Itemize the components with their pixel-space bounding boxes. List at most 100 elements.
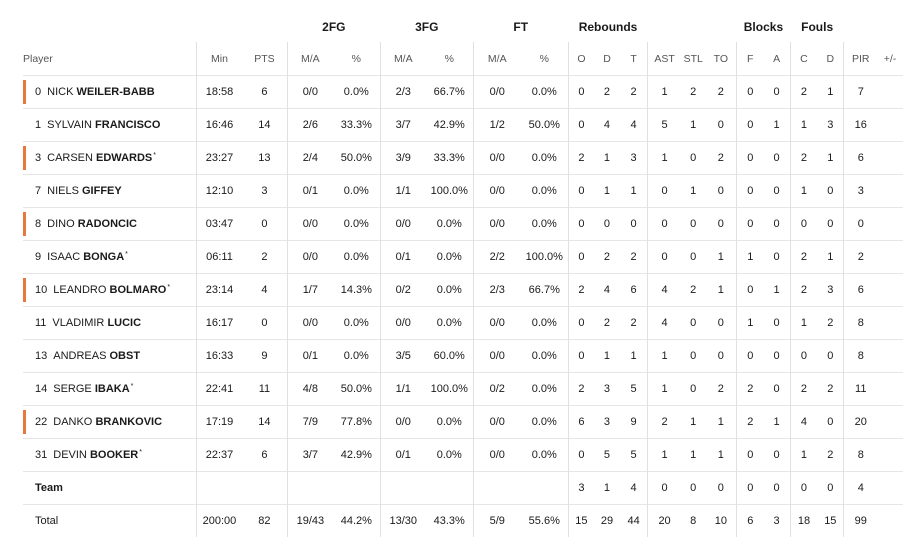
stat-ft-ma: 2/3 [473, 274, 521, 307]
stat-ast: 0 [648, 175, 681, 208]
stat-blk-f: 2 [737, 406, 764, 439]
stat-3fg-pct [426, 472, 474, 505]
stat-blk-a: 0 [763, 241, 790, 274]
stat-foul-c: 2 [790, 274, 817, 307]
stat-min [197, 472, 242, 505]
stat-3fg-ma: 3/5 [380, 340, 425, 373]
stat-reb-o: 2 [568, 373, 594, 406]
stat-reb-o: 2 [568, 142, 594, 175]
stat-foul-c: 18 [790, 505, 817, 537]
stat-reb-o: 0 [568, 340, 594, 373]
stat-ft-ma [473, 472, 521, 505]
group-player [23, 12, 197, 42]
stat-ft-pct: 50.0% [521, 109, 569, 142]
player-last-name[interactable]: BOLMARO [110, 284, 167, 296]
stat-reb-d: 0 [594, 208, 620, 241]
stat-reb-o: 0 [568, 241, 594, 274]
stat-reb-d: 2 [594, 241, 620, 274]
stat-foul-d: 2 [817, 307, 844, 340]
player-last-name[interactable]: RADONCIC [78, 218, 137, 230]
stat-reb-t: 3 [620, 142, 648, 175]
player-last-name[interactable]: BOOKER [90, 449, 138, 461]
stat-2fg-pct: 0.0% [333, 307, 381, 340]
stat-plus-minus [877, 340, 903, 373]
stat-ft-ma: 0/0 [473, 76, 521, 109]
starter-marker [23, 212, 26, 236]
stat-reb-d: 4 [594, 274, 620, 307]
stat-ft-pct: 0.0% [521, 208, 569, 241]
stat-plus-minus [877, 142, 903, 175]
stat-ast: 20 [648, 505, 681, 537]
stat-stl: 8 [681, 505, 706, 537]
stat-plus-minus [877, 307, 903, 340]
player-first-name: VLADIMIR [52, 317, 104, 329]
player-first-name: ANDREAS [53, 350, 106, 362]
stat-pts: 3 [242, 175, 287, 208]
group-blocks: Blocks [737, 12, 791, 42]
stat-plus-minus [877, 109, 903, 142]
player-last-name[interactable]: IBAKA [95, 383, 130, 395]
stat-foul-c: 2 [790, 373, 817, 406]
stat-foul-c: 1 [790, 439, 817, 472]
player-first-name: ISAAC [47, 251, 80, 263]
stat-reb-o: 6 [568, 406, 594, 439]
player-last-name[interactable]: BRANKOVIC [95, 416, 162, 428]
stat-reb-d: 1 [594, 175, 620, 208]
player-last-name[interactable]: FRANCISCO [95, 119, 160, 131]
group-fouls: Fouls [790, 12, 844, 42]
player-number: 14 [35, 383, 47, 395]
player-last-name[interactable]: OBST [110, 350, 141, 362]
stat-pir: 20 [844, 406, 877, 439]
stat-2fg-ma: 4/8 [287, 373, 332, 406]
player-last-name[interactable]: WEILER-BABB [76, 86, 154, 98]
player-last-name[interactable]: GIFFEY [82, 185, 122, 197]
stat-3fg-ma: 2/3 [380, 76, 425, 109]
stat-reb-t: 5 [620, 373, 648, 406]
stat-3fg-ma: 0/2 [380, 274, 425, 307]
stat-2fg-ma: 0/1 [287, 175, 332, 208]
team-row-label: Team [23, 472, 197, 505]
stat-pir: 0 [844, 208, 877, 241]
player-last-name[interactable]: BONGA [83, 251, 124, 263]
player-first-name: LEANDRO [53, 284, 106, 296]
stat-pir: 2 [844, 241, 877, 274]
stat-3fg-ma: 0/1 [380, 241, 425, 274]
player-last-name[interactable]: LUCIC [107, 317, 141, 329]
stat-2fg-pct: 77.8% [333, 406, 381, 439]
stat-blk-f: 0 [737, 439, 764, 472]
stat-ft-ma: 0/0 [473, 175, 521, 208]
player-last-name[interactable]: EDWARDS [96, 152, 152, 164]
stat-stl: 0 [681, 472, 706, 505]
stat-blk-a: 1 [763, 406, 790, 439]
stat-blk-a: 0 [763, 472, 790, 505]
stat-2fg-pct: 42.9% [333, 439, 381, 472]
stat-foul-c: 2 [790, 76, 817, 109]
